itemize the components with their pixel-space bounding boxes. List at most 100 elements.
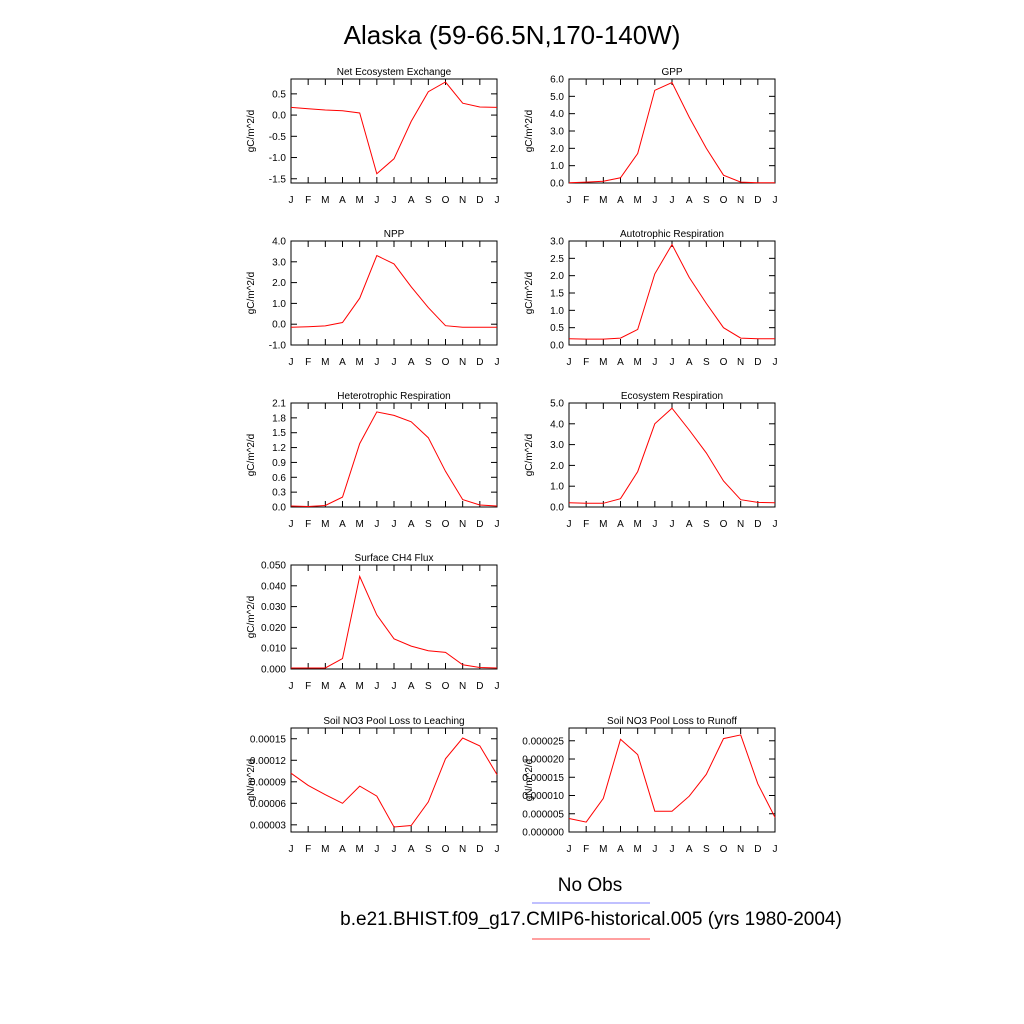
x-tick-label: J — [289, 195, 294, 206]
y-tick-label: 2.5 — [550, 254, 564, 265]
x-tick-label: A — [617, 357, 624, 368]
x-tick-label: J — [567, 357, 572, 368]
x-tick-label: N — [737, 195, 744, 206]
x-tick-label: J — [773, 519, 778, 530]
y-tick-label: 2.0 — [550, 144, 564, 155]
y-tick-label: 0.000010 — [522, 791, 564, 802]
x-tick-label: J — [289, 357, 294, 368]
x-tick-label: M — [633, 195, 641, 206]
series-line — [568, 734, 776, 823]
y-tick-label: 0.0 — [550, 503, 564, 514]
x-tick-label: A — [408, 681, 415, 692]
y-axis-label: gN/m^2/d — [524, 759, 535, 802]
x-tick-label: D — [476, 844, 483, 855]
x-tick-label: A — [617, 844, 624, 855]
x-tick-label: M — [633, 357, 641, 368]
x-tick-label: J — [652, 844, 657, 855]
x-tick-label: N — [459, 519, 466, 530]
y-tick-label: 1.0 — [550, 482, 564, 493]
x-tick-label: A — [408, 195, 415, 206]
x-tick-label: M — [599, 195, 607, 206]
x-tick-label: M — [355, 357, 363, 368]
x-tick-label: D — [476, 681, 483, 692]
x-tick-label: J — [670, 357, 675, 368]
x-tick-label: O — [442, 844, 450, 855]
x-tick-label: J — [773, 195, 778, 206]
chart-panel-1: Net Ecosystem Exchange -1.5 -1.0 -0.5 0.0 0.5… — [246, 67, 500, 206]
x-tick-label: J — [392, 681, 397, 692]
chart-panel-8: Soil NO3 Pool Loss to Leaching 0.00003 0.0… — [246, 716, 500, 855]
x-tick-label: F — [305, 844, 311, 855]
x-tick-label: J — [374, 519, 379, 530]
y-tick-label: 3.0 — [272, 257, 286, 268]
x-tick-label: M — [321, 681, 329, 692]
y-tick-label: 0.3 — [272, 488, 286, 499]
x-tick-label: D — [754, 357, 761, 368]
x-tick-label: M — [599, 357, 607, 368]
y-tick-label: 1.8 — [272, 413, 286, 424]
x-tick-label: J — [374, 195, 379, 206]
x-tick-label: S — [703, 195, 710, 206]
y-tick-label: 1.0 — [550, 161, 564, 172]
y-tick-label: 5.0 — [550, 92, 564, 103]
x-tick-label: J — [652, 357, 657, 368]
x-tick-label: N — [459, 844, 466, 855]
x-tick-label: J — [495, 844, 500, 855]
chart-panel-6: Ecosystem Respiration 0.0 1.0 2.0 3.0 4.0 5.0 g… — [524, 391, 778, 530]
legend-label-model: b.e21.BHIST.f09_g17.CMIP6-historical.005… — [340, 909, 842, 930]
x-tick-label: J — [374, 357, 379, 368]
x-tick-label: J — [495, 519, 500, 530]
x-tick-label: A — [617, 519, 624, 530]
y-tick-label: 0.000025 — [522, 736, 564, 747]
y-tick-label: -0.5 — [269, 132, 287, 143]
x-tick-label: D — [754, 519, 761, 530]
plot-frame — [290, 402, 498, 508]
panel-title: Surface CH4 Flux — [355, 553, 434, 564]
y-tick-label: 0.5 — [272, 89, 286, 100]
x-tick-label: F — [583, 195, 589, 206]
x-tick-label: S — [425, 195, 432, 206]
series-line — [290, 81, 498, 175]
x-tick-label: J — [392, 844, 397, 855]
x-tick-label: F — [305, 519, 311, 530]
y-tick-label: -1.0 — [269, 153, 287, 164]
y-axis-label: gC/m^2/d — [524, 110, 535, 153]
y-tick-label: 0.020 — [261, 623, 286, 634]
x-tick-label: M — [321, 519, 329, 530]
x-tick-label: J — [495, 357, 500, 368]
x-tick-label: J — [652, 195, 657, 206]
x-tick-label: J — [289, 681, 294, 692]
x-tick-label: F — [583, 357, 589, 368]
y-tick-label: 0.000020 — [522, 755, 564, 766]
panel-title: Net Ecosystem Exchange — [337, 67, 452, 78]
x-tick-label: F — [583, 844, 589, 855]
x-tick-label: M — [321, 844, 329, 855]
x-tick-label: A — [408, 357, 415, 368]
y-tick-label: 0.0 — [550, 179, 564, 190]
x-tick-label: N — [737, 519, 744, 530]
y-tick-label: 0.00006 — [250, 799, 287, 810]
y-tick-label: 5.0 — [550, 399, 564, 410]
x-tick-label: S — [425, 519, 432, 530]
panel-title: GPP — [661, 67, 682, 78]
series-line — [568, 243, 775, 340]
x-tick-label: J — [670, 519, 675, 530]
x-tick-label: A — [686, 195, 693, 206]
x-tick-label: J — [567, 195, 572, 206]
plot-frame — [290, 564, 498, 670]
y-tick-label: 2.1 — [272, 399, 286, 410]
x-tick-label: A — [686, 844, 693, 855]
x-tick-label: J — [567, 519, 572, 530]
x-tick-label: D — [476, 195, 483, 206]
series-line — [568, 407, 776, 504]
panels: Net Ecosystem Exchange -1.5 -1.0 -0.5 0.0 0.5… — [246, 67, 778, 855]
y-axis-label: gC/m^2/d — [524, 434, 535, 477]
x-tick-label: N — [459, 357, 466, 368]
figure-title: Alaska (59-66.5N,170-140W) — [344, 20, 681, 50]
plot-frame — [290, 78, 498, 184]
x-tick-label: A — [339, 844, 346, 855]
x-tick-label: J — [392, 357, 397, 368]
series-line — [568, 81, 775, 184]
legend: No Obs b.e21.BHIST.f09_g17.CMIP6-histori… — [340, 875, 842, 940]
x-tick-label: O — [720, 844, 728, 855]
